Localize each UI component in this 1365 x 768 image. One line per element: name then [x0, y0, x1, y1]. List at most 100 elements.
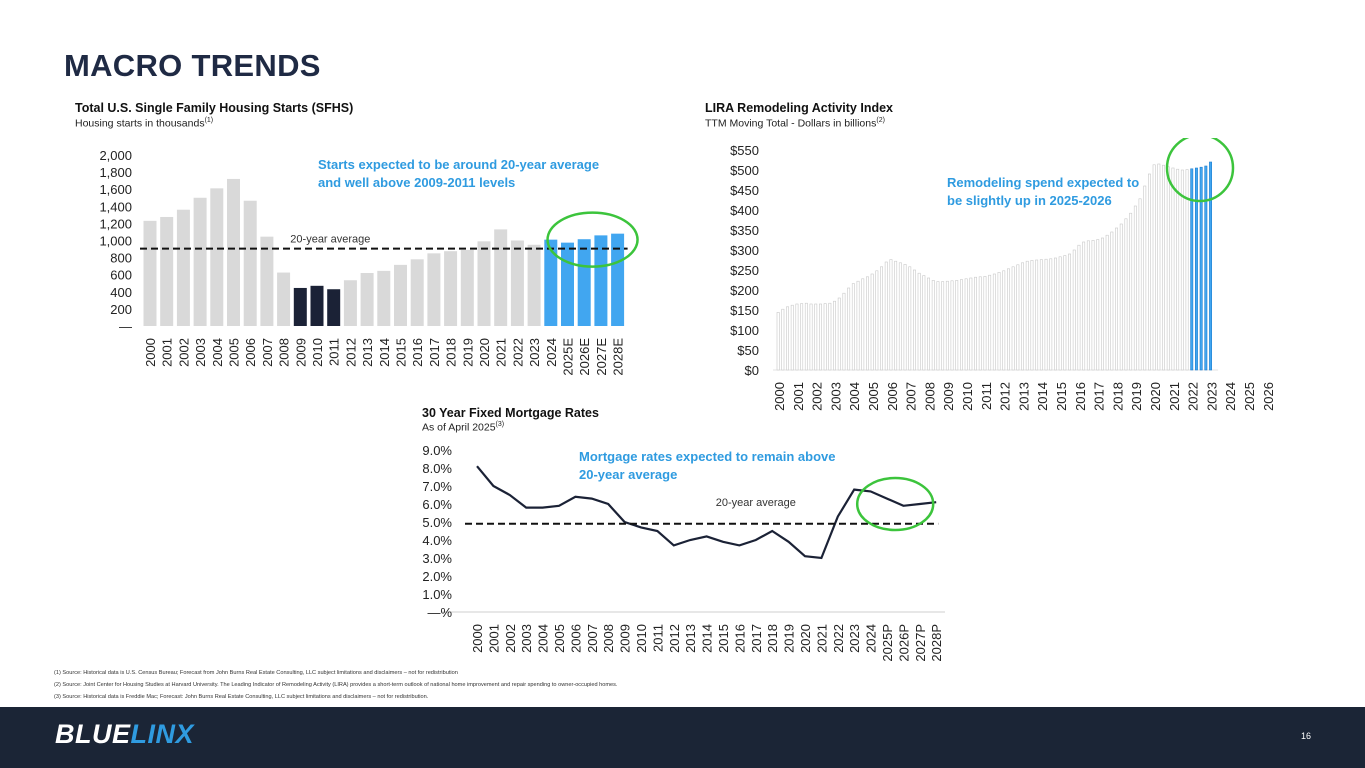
sfhs-bar [227, 178, 240, 326]
lira-bar [856, 280, 860, 371]
sfhs-bar [343, 280, 357, 326]
sfhs-xtick-label: 2024 [544, 338, 559, 367]
lira-xtick-label: 2001 [791, 382, 806, 411]
lira-xtick-label: 2023 [1204, 382, 1219, 411]
lira-bar [1199, 166, 1203, 371]
lira-bar [828, 302, 832, 371]
sfhs-xtick-label: 2010 [310, 338, 325, 367]
lira-bar [819, 303, 822, 371]
sfhs-xtick-label: 2016 [410, 338, 425, 367]
lira-xtick-label: 2010 [960, 382, 975, 411]
mortgage-chart-title: 30 Year Fixed Mortgage Rates [422, 406, 599, 420]
sfhs-bar [260, 236, 274, 326]
mortgage-ytick-label: 6.0% [422, 497, 452, 512]
page-title: MACRO TRENDS [64, 48, 321, 83]
lira-xtick-label: 2022 [1186, 382, 1201, 411]
sfhs-xtick-label: 2026E [577, 338, 592, 376]
lira-bar [969, 277, 973, 371]
lira-bar [889, 259, 893, 371]
lira-bar [833, 300, 837, 371]
lira-bar [842, 292, 846, 371]
lira-bar [1030, 260, 1034, 371]
lira-bar [1016, 264, 1020, 371]
sfhs-bar [527, 244, 541, 326]
lira-bar [1039, 259, 1043, 371]
lira-bar [1086, 240, 1090, 371]
lira-callout: Remodeling spend expected to be slightly… [947, 174, 1139, 210]
mortgage-highlight-ring [855, 476, 935, 532]
sfhs-ytick-label: 400 [110, 285, 132, 300]
lira-xtick-label: 2002 [810, 382, 825, 411]
sfhs-highlight-ring [546, 211, 639, 268]
sfhs-xtick-label: 2005 [227, 338, 242, 367]
mortgage-xtick-label: 2002 [503, 624, 518, 653]
lira-bar [786, 306, 790, 371]
mortgage-ytick-label: 1.0% [422, 587, 452, 602]
lira-bar [1021, 262, 1024, 371]
lira-bar [945, 280, 949, 371]
mortgage-ytick-label: 5.0% [422, 515, 452, 530]
sfhs-callout: Starts expected to be around 20-year ave… [318, 156, 599, 192]
lira-bar [1063, 255, 1067, 371]
lira-bar [1124, 218, 1128, 371]
sfhs-xtick-label: 2001 [160, 338, 175, 367]
lira-bar [1091, 240, 1095, 371]
sfhs-bar [176, 209, 190, 326]
lira-bar [884, 261, 888, 371]
lira-ytick-label: $500 [730, 163, 759, 178]
footer-bar [0, 707, 1365, 768]
lira-bar [1082, 241, 1086, 371]
lira-chart-title: LIRA Remodeling Activity Index [705, 101, 893, 115]
mortgage-callout-line-2: 20-year average [579, 467, 678, 482]
lira-xtick-label: 2011 [979, 382, 994, 410]
lira-bar [1096, 239, 1100, 371]
sfhs-xtick-label: 2018 [444, 338, 459, 367]
sfhs-bar [293, 287, 307, 326]
footnote-2: (2) Source: Joint Center for Housing Stu… [54, 682, 618, 688]
mortgage-ytick-label: 7.0% [422, 479, 452, 494]
mortgage-ytick-label: 8.0% [422, 461, 452, 476]
sfhs-xtick-label: 2025E [561, 338, 576, 376]
lira-bar [875, 270, 879, 371]
lira-bar [922, 275, 926, 371]
sfhs-xtick-label: 2023 [527, 338, 542, 367]
mortgage-xtick-label: 2010 [634, 624, 649, 653]
lira-ytick-label: $400 [730, 203, 759, 218]
lira-bar [809, 303, 813, 371]
lira-callout-line-1: Remodeling spend expected to [947, 175, 1140, 190]
mortgage-xtick-label: 2018 [765, 624, 780, 653]
mortgage-footnote-ref: (3) [495, 421, 505, 428]
lira-bar-chart: $0 $50 $100 $150 $200 $250 $300 $350 $400 $450 $50… [730, 138, 1276, 411]
lira-bar [804, 302, 808, 371]
lira-bar [978, 276, 982, 371]
lira-bar [847, 287, 851, 371]
lira-bar [1025, 260, 1029, 371]
footnote-1: (1) Source: Historical data is U.S. Cens… [54, 670, 458, 676]
lira-bar [1143, 185, 1147, 371]
mortgage-xtick-label: 2000 [470, 624, 485, 653]
lira-ytick-label: $550 [730, 143, 759, 158]
lira-footnote-ref: (2) [876, 117, 885, 124]
sfhs-xtick-label: 2007 [260, 338, 275, 367]
sfhs-ytick-label: 600 [110, 268, 132, 283]
mortgage-ytick-label: 3.0% [422, 551, 452, 566]
lira-bar [983, 276, 987, 371]
sfhs-bar [544, 239, 558, 326]
lira-xtick-label: 2021 [1167, 382, 1182, 411]
lira-bar [927, 277, 930, 371]
lira-bar [800, 303, 804, 371]
lira-bar [936, 281, 940, 371]
lira-ytick-label: $300 [730, 243, 759, 258]
lira-bar [823, 303, 827, 371]
lira-xtick-label: 2016 [1073, 382, 1088, 411]
lira-bar [1100, 237, 1104, 371]
lira-bar [1185, 169, 1189, 371]
lira-bar [1044, 258, 1048, 371]
lira-bar [870, 273, 874, 371]
mortgage-xtick-label: 2026P [896, 624, 911, 662]
sfhs-ytick-label: 1,400 [99, 199, 132, 214]
lira-bar [1110, 231, 1114, 371]
lira-ytick-label: $450 [730, 183, 759, 198]
lira-bar [931, 280, 935, 371]
sfhs-xtick-label: 2028E [611, 338, 626, 376]
